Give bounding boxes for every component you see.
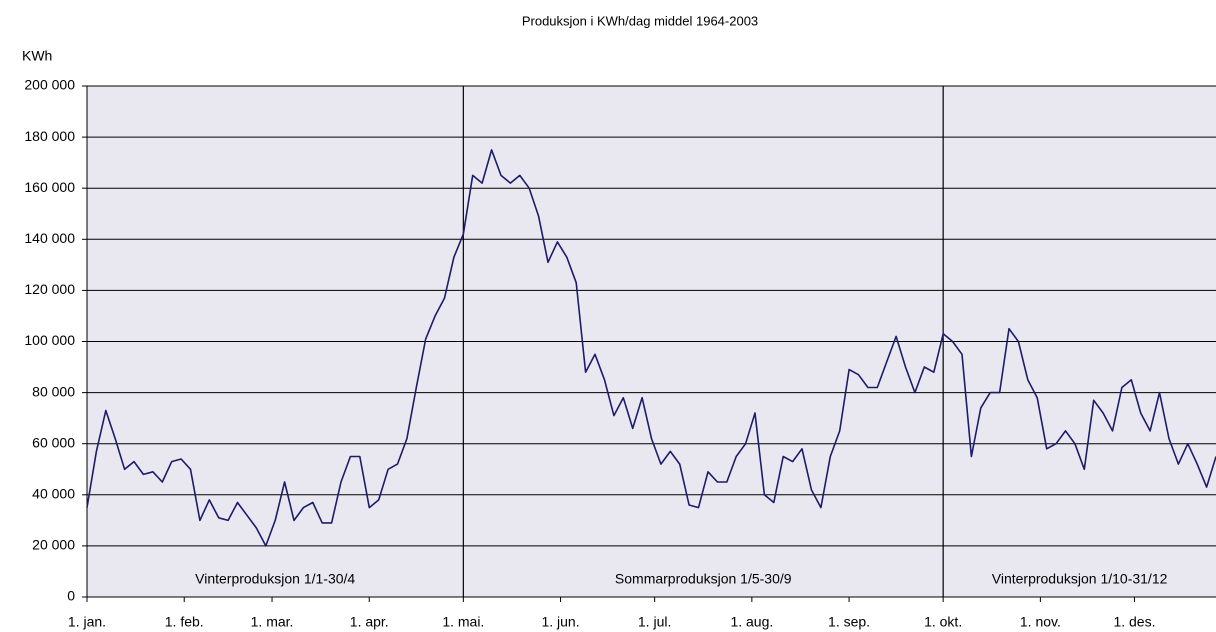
x-tick-label: 1. feb. xyxy=(165,614,204,630)
y-tick-label: 140 000 xyxy=(24,230,75,246)
x-tick-label: 1. apr. xyxy=(350,614,389,630)
x-tick-label: 1. nov. xyxy=(1020,614,1061,630)
x-tick-label: 1. des. xyxy=(1113,614,1155,630)
y-tick-label: 180 000 xyxy=(24,128,75,144)
x-tick-label: 1. okt. xyxy=(924,614,962,630)
x-tick-label: 1. jul. xyxy=(638,614,671,630)
y-tick-label: 200 000 xyxy=(24,77,75,93)
x-tick-label: 1. mar. xyxy=(251,614,294,630)
y-axis-label: KWh xyxy=(22,48,52,64)
y-tick-label: 160 000 xyxy=(24,179,75,195)
annotation: Vinterproduksjon 1/10-31/12 xyxy=(992,571,1168,587)
annotation: Vinterproduksjon 1/1-30/4 xyxy=(195,571,355,587)
chart-title: Produksjon i KWh/dag middel 1964-2003 xyxy=(522,13,758,28)
x-tick-label: 1. mai. xyxy=(442,614,484,630)
y-tick-label: 40 000 xyxy=(32,486,75,502)
y-tick-label: 60 000 xyxy=(32,434,75,450)
annotation: Sommarproduksjon 1/5-30/9 xyxy=(615,571,792,587)
data-line xyxy=(86,149,1216,547)
y-tick-label: 0 xyxy=(67,588,75,604)
y-tick-label: 80 000 xyxy=(32,383,75,399)
x-tick-label: 1. jan. xyxy=(68,614,106,630)
x-tick-label: 1. jun. xyxy=(541,614,579,630)
x-tick-label: 1. aug. xyxy=(730,614,773,630)
y-tick-label: 20 000 xyxy=(32,537,75,553)
y-tick-label: 120 000 xyxy=(24,281,75,297)
y-tick-label: 100 000 xyxy=(24,332,75,348)
x-tick-label: 1. sep. xyxy=(828,614,870,630)
